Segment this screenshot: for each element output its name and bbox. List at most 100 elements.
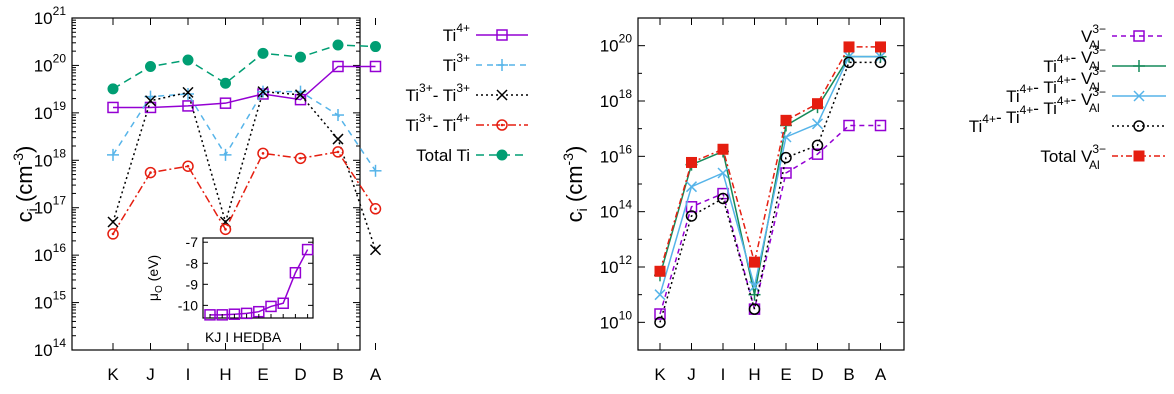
data-point-3-1 xyxy=(685,210,698,222)
series-line-2 xyxy=(659,55,881,295)
data-point-4-1 xyxy=(145,60,156,72)
x-tick-label: A xyxy=(370,365,382,384)
plot-frame xyxy=(71,17,361,351)
data-point-4-5 xyxy=(295,51,306,63)
y-axis-label: ci (cm-3) xyxy=(10,146,40,223)
x-tick-label: I xyxy=(186,365,191,384)
data-point-1-6 xyxy=(332,109,344,122)
legend-label-3: Ti3+- Ti4+ xyxy=(405,111,470,135)
y-tick-label: 1020 xyxy=(34,51,67,75)
y-tick-label: 1010 xyxy=(600,308,633,332)
data-point-4-0 xyxy=(107,83,119,95)
legend-label-3: Ti4+- Ti4+- Ti4+- V3− Al xyxy=(969,85,1106,136)
y-tick-label: 1014 xyxy=(34,336,67,360)
legend-label-1: Ti4+- V3− Al xyxy=(1043,43,1106,76)
x-tick-label: H xyxy=(219,365,231,384)
data-point-4-5 xyxy=(812,98,823,110)
data-point-4-4 xyxy=(257,47,269,59)
inset-x-tick-labels: KJ I HEDBA xyxy=(205,329,282,345)
x-tick-label: E xyxy=(780,365,791,384)
data-point-2-5 xyxy=(811,118,824,130)
data-point-2-4 xyxy=(257,86,269,98)
inset-line xyxy=(210,249,309,316)
data-point-4-6 xyxy=(332,39,344,51)
x-tick-label: D xyxy=(294,365,306,384)
legend-marker-0 xyxy=(1133,30,1145,42)
inset-point-5 xyxy=(265,300,277,313)
inset-point-1 xyxy=(216,309,228,321)
inset-y-tick-label: -7 xyxy=(186,234,199,250)
data-point-4-2 xyxy=(182,54,194,66)
y-tick-label: 1017 xyxy=(34,194,67,218)
data-point-0-5 xyxy=(811,148,824,160)
data-point-1-3 xyxy=(219,148,232,161)
x-tick-label: D xyxy=(811,365,823,384)
inset-y-tick-label: -9 xyxy=(186,276,199,292)
series-line-0 xyxy=(113,65,376,109)
data-point-3-6 xyxy=(843,56,855,69)
series-line-4 xyxy=(112,44,376,90)
data-point-0-6 xyxy=(332,60,344,73)
legend-marker-1 xyxy=(1133,60,1145,72)
legend-label-4: Total Ti xyxy=(416,146,470,165)
data-point-0-3 xyxy=(219,97,232,109)
data-point-2-1 xyxy=(685,181,698,193)
y-tick-label: 1018 xyxy=(600,87,633,111)
legend-marker-2 xyxy=(1133,90,1145,102)
data-point-3-2 xyxy=(182,160,194,172)
data-point-2-0 xyxy=(654,289,666,301)
data-point-4-0 xyxy=(654,265,666,277)
x-tick-label: B xyxy=(332,365,343,384)
data-point-2-7 xyxy=(369,244,382,256)
legend-label-1: Ti3+ xyxy=(443,51,470,75)
data-point-3-4 xyxy=(780,151,792,164)
chart-left-ti: 1014 1015 1016 1017 1018 1019 1020 1021 K J I H E D B A… xyxy=(10,4,382,384)
series-line-4 xyxy=(659,46,881,272)
x-tick-label: K xyxy=(654,365,666,384)
data-point-3-4 xyxy=(257,147,269,160)
data-point-3-5 xyxy=(811,139,824,152)
inset-point-7 xyxy=(289,266,302,279)
data-point-0-0 xyxy=(654,308,666,320)
data-point-3-5 xyxy=(294,152,307,165)
legend-label-0: V3− Al xyxy=(1081,22,1106,52)
y-tick-label: 1016 xyxy=(34,241,67,265)
data-point-4-7 xyxy=(875,41,886,53)
x-tick-label: I xyxy=(721,365,726,384)
y-tick-label: 1015 xyxy=(34,289,67,313)
data-point-4-1 xyxy=(686,156,697,168)
legend-left: Ti4+ Ti3+ Ti3+- Ti3+ Ti3+- Ti4+ Total Ti xyxy=(405,21,528,165)
data-point-0-0 xyxy=(107,101,119,114)
data-point-0-4 xyxy=(780,167,792,179)
data-point-4-3 xyxy=(220,77,231,89)
y-axis-label: ci (cm-3) xyxy=(560,146,590,223)
data-point-2-2 xyxy=(717,167,729,179)
inset-point-3 xyxy=(240,307,253,320)
series-line-1 xyxy=(659,55,881,295)
data-point-3-0 xyxy=(654,316,666,329)
data-point-3-2 xyxy=(717,192,729,205)
data-point-0-7 xyxy=(369,60,382,73)
data-point-2-6 xyxy=(332,133,344,145)
y-tick-label: 1021 xyxy=(34,4,67,28)
data-point-4-3 xyxy=(749,256,760,268)
y-tick-label: 1019 xyxy=(34,99,67,123)
inset-point-8 xyxy=(301,243,314,256)
x-tick-label: H xyxy=(748,365,760,384)
data-point-4-2 xyxy=(717,143,729,155)
data-point-4-4 xyxy=(780,114,792,126)
inset-point-0 xyxy=(204,309,216,321)
y-tick-label: 1012 xyxy=(600,253,633,277)
plot-frame xyxy=(637,17,905,351)
data-point-3-7 xyxy=(874,56,887,69)
series-line-2 xyxy=(112,90,377,250)
y-tick-label: 1016 xyxy=(600,142,633,166)
data-point-3-3 xyxy=(748,303,761,315)
series-line-0 xyxy=(659,124,881,315)
x-tick-label: J xyxy=(146,365,155,384)
x-tick-label: K xyxy=(107,365,119,384)
x-tick-label: B xyxy=(843,365,854,384)
data-point-1-0 xyxy=(107,148,119,161)
inset-y-tick-label: -10 xyxy=(178,297,198,313)
